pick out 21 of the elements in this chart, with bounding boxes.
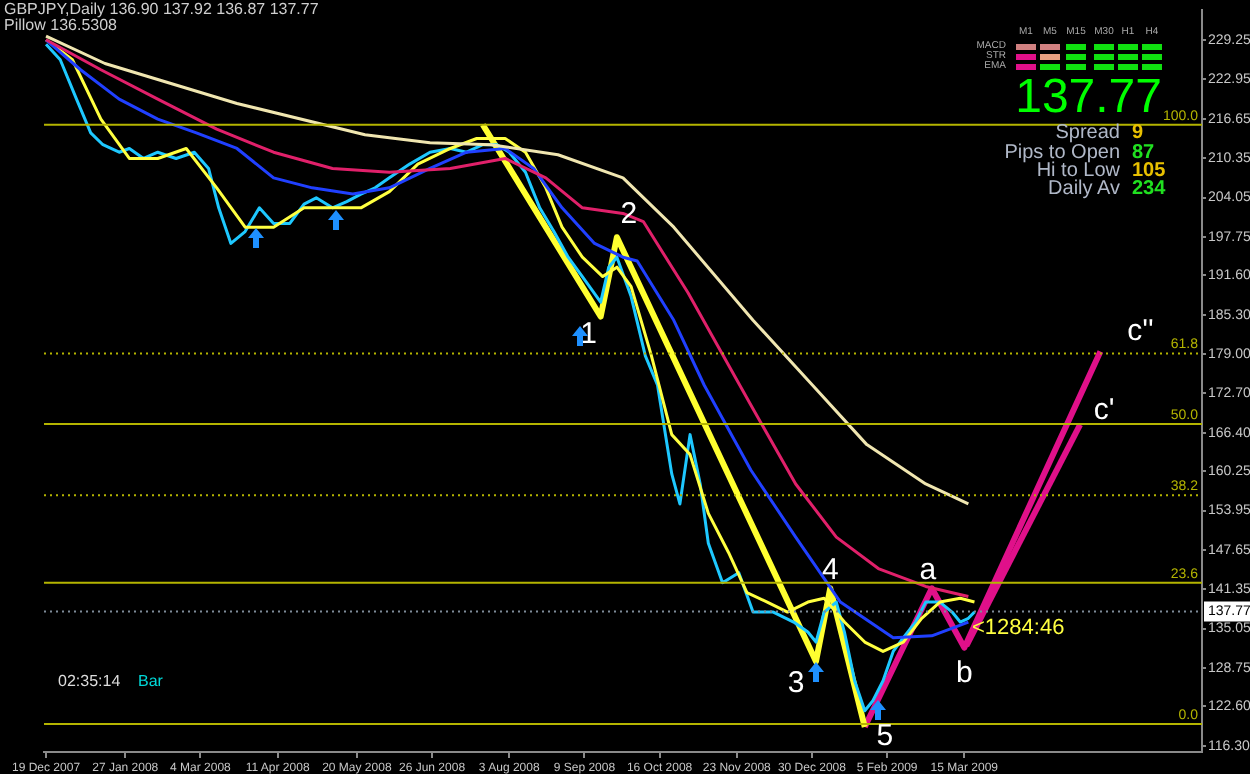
annotation: Daily Av — [1048, 178, 1120, 200]
chart-title: GBPJPY,Daily 136.90 137.92 136.87 137.77 — [4, 0, 319, 18]
annotation: 5 — [876, 719, 894, 754]
chart-subtitle: Pillow 136.5308 — [4, 16, 117, 34]
annotation: 4 — [821, 552, 839, 587]
annotation: 3 — [787, 665, 805, 700]
annotation: Hi to Low — [1036, 160, 1120, 182]
annotation: 87 — [1132, 142, 1155, 164]
annotation: 137.77 — [1015, 70, 1162, 124]
annotation: b — [955, 655, 973, 690]
annotation: 1 — [580, 316, 597, 351]
annotation: 9 — [1132, 122, 1144, 144]
annotation: Bar — [138, 672, 163, 690]
annotation: 234 — [1132, 178, 1166, 200]
annotation: 105 — [1132, 160, 1166, 182]
annotation: c' — [1093, 392, 1115, 427]
annotation: 02:35:14 — [58, 672, 121, 690]
annotation: Pips to Open — [1004, 142, 1120, 164]
annotation: a — [919, 552, 938, 587]
annotation: c'' — [1127, 313, 1154, 348]
annotation: Spread — [1055, 122, 1120, 144]
